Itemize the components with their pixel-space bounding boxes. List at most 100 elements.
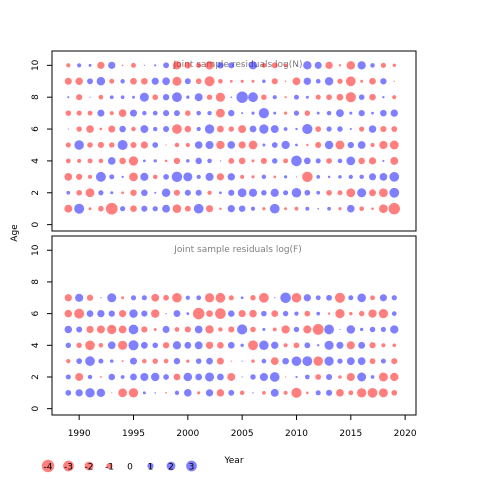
residual-bubble	[184, 389, 192, 397]
residual-bubble	[316, 190, 321, 195]
residual-bubble	[315, 158, 321, 164]
residual-bubble	[162, 204, 171, 213]
residual-bubble	[97, 309, 105, 318]
residual-bubble	[389, 140, 399, 150]
residual-bubble	[219, 191, 222, 195]
y-tick-label: 8	[31, 94, 41, 100]
residual-bubble	[205, 372, 215, 382]
residual-bubble	[184, 326, 191, 333]
residual-bubble	[284, 111, 288, 115]
residual-bubble	[335, 140, 345, 150]
y-tick-label: 2	[31, 190, 41, 196]
residual-bubble	[205, 205, 214, 213]
x-tick-label: 2005	[231, 429, 254, 439]
residual-bubble	[85, 388, 95, 398]
residual-bubble	[163, 294, 169, 301]
residual-bubble	[74, 308, 85, 319]
residual-bubble	[85, 356, 95, 366]
residual-bubble	[285, 376, 287, 378]
residual-bubble	[258, 108, 269, 119]
residual-bubble	[164, 159, 168, 163]
residual-bubble	[218, 327, 223, 332]
residual-bubble	[317, 207, 320, 210]
y-tick-label: 0	[31, 221, 41, 227]
residual-bubble	[379, 204, 388, 214]
residual-bubble	[141, 326, 148, 333]
residual-bubble	[130, 189, 137, 196]
residual-bubble	[338, 175, 342, 179]
residual-bubble	[358, 310, 365, 317]
residual-bubble	[369, 326, 376, 333]
residual-bubble	[108, 125, 116, 133]
residual-bubble	[326, 110, 332, 116]
residual-bubble	[174, 327, 180, 332]
residual-bubble	[98, 358, 104, 364]
legend-label: 3	[189, 463, 195, 473]
residual-bubble	[219, 160, 222, 162]
residual-bubble	[336, 341, 344, 349]
residual-bubble	[194, 93, 203, 102]
residual-bubble	[338, 375, 342, 379]
residual-bubble	[250, 326, 256, 333]
residual-bubble	[87, 374, 93, 380]
residual-bubble	[305, 95, 309, 99]
residual-bubble	[315, 78, 321, 84]
residual-bubble	[271, 158, 278, 164]
residual-bubble	[238, 157, 246, 165]
residual-bubble	[65, 110, 72, 116]
residual-bubble	[324, 356, 334, 366]
residual-bubble	[324, 340, 334, 350]
residual-bubble	[196, 62, 202, 68]
legend-label: 2	[168, 463, 174, 473]
residual-bubble	[152, 206, 158, 212]
residual-bubble	[392, 95, 397, 100]
residual-bubble	[283, 127, 288, 131]
residual-bubble	[379, 140, 388, 150]
residual-bubble	[283, 158, 289, 164]
residual-bubble	[283, 175, 288, 179]
residual-bubble	[316, 344, 320, 347]
residual-bubble	[64, 204, 73, 213]
residual-bubble	[64, 309, 73, 318]
residual-bubble	[367, 387, 378, 398]
residual-bubble	[284, 207, 288, 211]
residual-bubble	[87, 174, 93, 179]
residual-bubble	[250, 295, 256, 301]
residual-bubble	[219, 207, 222, 210]
residual-bubble	[172, 124, 182, 134]
residual-bubble	[206, 357, 213, 365]
residual-bubble	[284, 80, 287, 82]
residual-bubble	[314, 61, 322, 69]
residual-bubble	[327, 312, 331, 315]
legend-label: 0	[127, 463, 133, 473]
residual-bubble	[186, 359, 190, 363]
residual-bubble	[261, 310, 267, 317]
residual-bubble	[304, 189, 311, 196]
residual-bubble	[380, 358, 386, 364]
residual-bubble	[236, 91, 248, 103]
residual-bubble	[140, 372, 149, 382]
residual-bubble	[76, 342, 82, 348]
legend-label: -2	[85, 463, 94, 473]
residual-bubble	[272, 95, 277, 100]
residual-bubble	[271, 78, 278, 85]
residual-bubble	[240, 79, 244, 83]
residual-bubble	[380, 62, 387, 68]
residual-bubble	[368, 173, 377, 181]
residual-bubble	[335, 309, 345, 319]
residual-bubble	[324, 324, 334, 335]
residual-bubble	[196, 126, 201, 132]
x-tick-label: 2000	[176, 429, 199, 439]
residual-bubble	[87, 142, 93, 148]
residual-bubble	[280, 292, 291, 304]
residual-bubble	[294, 311, 299, 316]
residual-bubble	[120, 79, 125, 84]
residual-bubble	[217, 373, 224, 381]
residual-bubble	[324, 77, 334, 86]
residual-bubble	[74, 203, 85, 214]
residual-bubble	[390, 372, 399, 382]
residual-bubble	[76, 110, 82, 116]
residual-bubble	[86, 325, 94, 334]
residual-bubble	[87, 110, 93, 116]
residual-bubble	[162, 93, 170, 101]
